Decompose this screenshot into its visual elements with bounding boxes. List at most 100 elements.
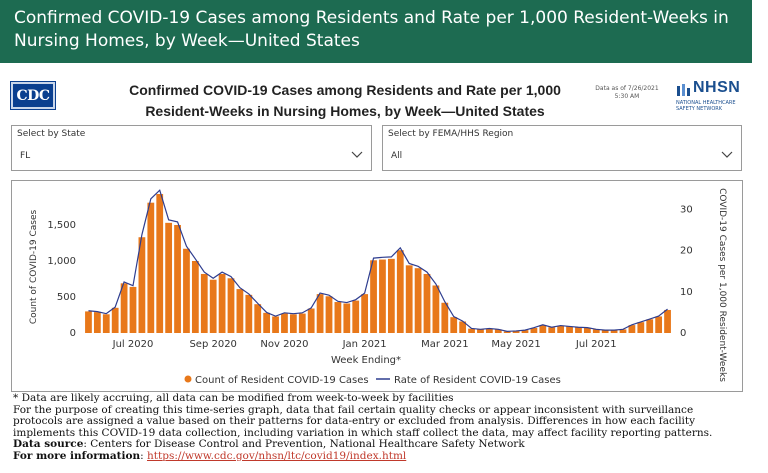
y2-tick-label: 10 (680, 287, 693, 298)
bar (557, 325, 565, 333)
bar (102, 314, 110, 333)
bar (503, 331, 511, 333)
info-link[interactable]: https://www.cdc.gov/nhsn/ltc/covid19/ind… (147, 449, 407, 462)
info-label: For more information (13, 449, 141, 462)
note-info: For more information: https://www.cdc.go… (13, 449, 753, 463)
bar (298, 313, 306, 333)
y-tick-label: 1,000 (47, 256, 76, 267)
legend-bar-marker (184, 375, 192, 383)
region-dropdown-value: All (391, 151, 403, 161)
y2-axis-title: COVID-19 Cases per 1,000 Resident-Weeks (717, 188, 727, 382)
report-title-line1: Confirmed COVID-19 Cases among Residents… (129, 82, 561, 98)
bar (289, 314, 297, 333)
region-dropdown[interactable]: Select by FEMA/HHS Region All (382, 125, 742, 171)
bar (156, 194, 164, 333)
bar (361, 294, 369, 333)
bar (610, 330, 618, 333)
note-accruing: * Data are likely accruing, all data can… (13, 392, 454, 404)
state-dropdown[interactable]: Select by State FL (11, 125, 372, 171)
bar (236, 289, 244, 333)
data-as-of: Data as of 7/26/2021 5:30 AM (582, 85, 672, 101)
source-text: : Centers for Disease Control and Preven… (83, 438, 525, 451)
report-title: Confirmed COVID-19 Cases among Residents… (120, 80, 570, 122)
chart-container: 0 500 1,000 1,500 0 10 20 30 Jul 2020 Sep 2020 Nov… (11, 180, 743, 392)
cdc-logo: CDC (10, 81, 56, 110)
bar (352, 300, 360, 333)
data-as-of-time: 5:30 AM (614, 93, 640, 100)
report-title-line2: Resident-Weeks in Nursing Homes, by Week… (145, 103, 545, 119)
legend-bar-label: Count of Resident COVID-19 Cases (195, 375, 369, 386)
bar (494, 329, 502, 333)
bar (254, 304, 262, 333)
bar (405, 265, 413, 333)
note-source: Data source: Centers for Disease Control… (13, 439, 753, 451)
note-purpose-3: implements this COVID-19 data collection… (13, 426, 713, 439)
bar (539, 325, 547, 333)
nhsn-logo-text: NHSN (693, 79, 741, 96)
bar (200, 273, 208, 333)
bar (575, 327, 582, 333)
bar (521, 330, 529, 333)
report-panel: CDC Confirmed COVID-19 Cases among Resid… (0, 66, 752, 393)
note-purpose: For the purpose of creating this time-se… (13, 403, 694, 416)
bar (174, 225, 181, 333)
bar (93, 312, 101, 333)
page-banner: Confirmed COVID-19 Cases among Residents… (0, 0, 752, 63)
bar (566, 326, 573, 333)
nhsn-logo-subtitle: NATIONAL HEALTHCARE SAFETY NETWORK (676, 100, 756, 112)
bar (227, 278, 235, 333)
bar (485, 328, 493, 333)
bar (370, 260, 377, 333)
source-label: Data source (13, 438, 84, 451)
bar (664, 309, 671, 333)
bar (423, 273, 431, 333)
x-tick-label: Nov 2020 (260, 339, 308, 350)
bar (414, 268, 422, 333)
bar (379, 259, 386, 333)
bar (592, 329, 600, 333)
region-dropdown-label: Select by FEMA/HHS Region (388, 129, 514, 139)
bar (396, 250, 404, 333)
nhsn-logo (677, 84, 690, 96)
bar (548, 327, 556, 333)
bar (512, 330, 520, 333)
y2-tick-label: 20 (680, 246, 693, 257)
bar (209, 279, 217, 333)
x-tick-label: Sep 2020 (189, 339, 236, 350)
x-tick-label: Mar 2021 (421, 339, 469, 350)
state-dropdown-value: FL (20, 151, 31, 161)
bar (459, 321, 467, 333)
y-axis-title: Count of COVID-19 Cases (29, 210, 39, 325)
chevron-down-icon[interactable] (351, 151, 363, 159)
bar (477, 329, 484, 333)
bar (601, 330, 609, 333)
bar (129, 286, 137, 333)
y-tick-label: 1,500 (47, 220, 76, 231)
data-as-of-date: Data as of 7/26/2021 (595, 85, 659, 92)
bar (191, 261, 199, 333)
y-tick-label: 500 (57, 292, 76, 303)
x-tick-label: May 2021 (491, 339, 540, 350)
legend-line-label: Rate of Resident COVID-19 Cases (394, 375, 561, 386)
bar (637, 322, 645, 333)
chevron-down-icon[interactable] (721, 151, 733, 159)
bar (183, 248, 190, 333)
y-tick-label: 0 (70, 328, 76, 339)
nhsn-sub-line1: NATIONAL HEALTHCARE (676, 100, 736, 106)
y2-tick-label: 0 (680, 328, 686, 339)
x-tick-label: Jul 2020 (112, 339, 154, 350)
bar (450, 317, 458, 333)
bar (325, 296, 333, 333)
banner-title: Confirmed COVID-19 Cases among Residents… (14, 8, 729, 51)
nhsn-sub-line2: SAFETY NETWORK (676, 106, 723, 112)
bar (111, 307, 119, 333)
x-tick-label: Jan 2021 (342, 339, 387, 350)
x-tick-label: Jul 2021 (575, 339, 617, 350)
bar (147, 202, 155, 333)
bar (343, 303, 351, 333)
bar (655, 316, 663, 333)
bar (281, 313, 288, 333)
bar (272, 316, 279, 333)
note-purpose-2: protocols are assigned a value based on … (13, 415, 696, 428)
cdc-logo-text: CDC (16, 87, 50, 104)
